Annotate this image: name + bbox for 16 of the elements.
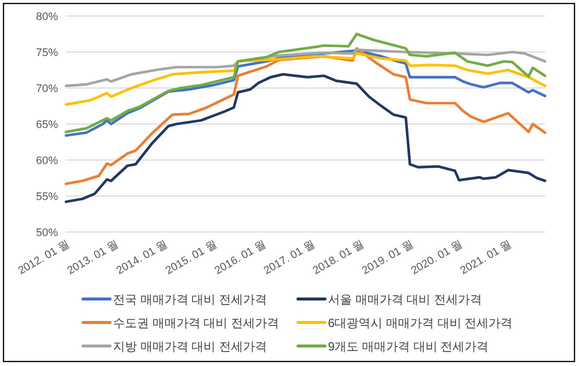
y-tick-label: 75% xyxy=(36,47,58,59)
y-tick-label: 55% xyxy=(36,191,58,203)
y-tick-label: 80% xyxy=(36,11,58,23)
y-tick-label: 65% xyxy=(36,119,58,131)
y-tick-label: 60% xyxy=(36,155,58,167)
legend-label: 9개도 매매가격 대비 전세가격 xyxy=(328,340,489,354)
line-series xyxy=(64,52,546,106)
legend-label: 수도권 매매가격 대비 전세가격 xyxy=(113,316,280,330)
line-series xyxy=(64,32,546,134)
y-tick-label: 50% xyxy=(36,227,58,239)
y-tick-label: 70% xyxy=(36,83,58,95)
legend-label: 전국 매매가격 대비 전세가격 xyxy=(113,292,268,306)
legend-label: 6대광역시 매매가격 대비 전세가격 xyxy=(328,316,513,330)
line-series xyxy=(64,73,546,204)
legend-label: 지방 매매가격 대비 전세가격 xyxy=(113,340,268,354)
legend-label: 서울 매매가격 대비 전세가격 xyxy=(328,292,482,306)
